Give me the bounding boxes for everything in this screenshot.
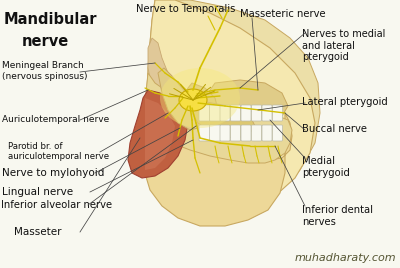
FancyBboxPatch shape bbox=[220, 105, 230, 121]
Text: Auriculotemporal nerve: Auriculotemporal nerve bbox=[2, 115, 109, 124]
FancyBboxPatch shape bbox=[252, 105, 262, 121]
FancyBboxPatch shape bbox=[241, 105, 251, 121]
FancyBboxPatch shape bbox=[262, 105, 272, 121]
Text: Medial
pterygoid: Medial pterygoid bbox=[302, 156, 350, 178]
Polygon shape bbox=[208, 80, 288, 120]
Text: nerve: nerve bbox=[22, 34, 69, 49]
Text: Buccal nerve: Buccal nerve bbox=[302, 124, 367, 134]
FancyBboxPatch shape bbox=[252, 125, 262, 141]
FancyBboxPatch shape bbox=[230, 125, 240, 141]
FancyBboxPatch shape bbox=[272, 105, 282, 121]
Ellipse shape bbox=[160, 68, 240, 128]
Polygon shape bbox=[148, 38, 185, 118]
FancyBboxPatch shape bbox=[262, 125, 272, 141]
FancyBboxPatch shape bbox=[272, 125, 282, 141]
Polygon shape bbox=[146, 73, 292, 163]
FancyBboxPatch shape bbox=[210, 105, 220, 121]
Polygon shape bbox=[192, 100, 255, 138]
Text: Masseteric nerve: Masseteric nerve bbox=[240, 9, 326, 19]
Polygon shape bbox=[158, 68, 198, 130]
Text: Lateral pterygoid: Lateral pterygoid bbox=[302, 97, 388, 107]
Text: Masseter: Masseter bbox=[14, 227, 62, 237]
Text: Nerve to mylohyoid: Nerve to mylohyoid bbox=[2, 168, 104, 178]
Text: Mandibular: Mandibular bbox=[4, 12, 98, 27]
FancyBboxPatch shape bbox=[220, 125, 230, 141]
FancyBboxPatch shape bbox=[199, 105, 210, 121]
Polygon shape bbox=[183, 83, 218, 123]
Polygon shape bbox=[128, 90, 188, 178]
Text: Nerve to Temporalis: Nerve to Temporalis bbox=[136, 4, 235, 14]
Text: Inferior dental
nerves: Inferior dental nerves bbox=[302, 205, 373, 227]
Polygon shape bbox=[140, 100, 292, 226]
Polygon shape bbox=[145, 0, 320, 216]
Text: Meningeal Branch
(nervous spinosus): Meningeal Branch (nervous spinosus) bbox=[2, 61, 88, 81]
Text: Nerves to medial
and lateral
pterygoid: Nerves to medial and lateral pterygoid bbox=[302, 29, 385, 62]
Text: muhadharaty.com: muhadharaty.com bbox=[294, 253, 396, 263]
Text: Inferior alveolar nerve: Inferior alveolar nerve bbox=[1, 200, 112, 210]
FancyBboxPatch shape bbox=[241, 125, 251, 141]
Ellipse shape bbox=[179, 89, 207, 111]
FancyBboxPatch shape bbox=[210, 125, 220, 141]
Polygon shape bbox=[145, 98, 175, 170]
Text: Lingual nerve: Lingual nerve bbox=[2, 187, 73, 197]
FancyBboxPatch shape bbox=[199, 125, 210, 141]
Polygon shape bbox=[148, 0, 315, 213]
FancyBboxPatch shape bbox=[230, 105, 240, 121]
Text: Parotid br. of
auriculotemporal nerve: Parotid br. of auriculotemporal nerve bbox=[8, 142, 109, 161]
